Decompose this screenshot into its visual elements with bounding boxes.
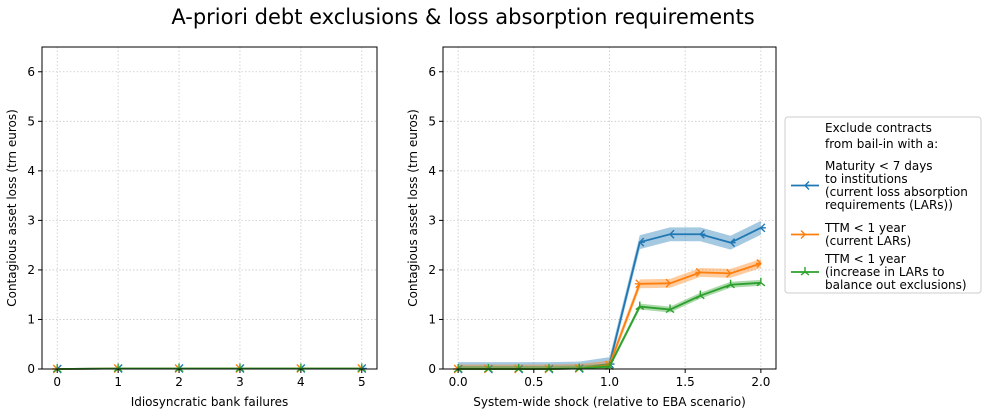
legend-label-1-line-0: TTM < 1 year: [824, 221, 906, 235]
y-tick-label: 4: [27, 164, 35, 178]
x-tick-label: 3: [236, 375, 244, 389]
legend-title-line-1: Exclude contracts: [825, 121, 932, 135]
y-tick-label: 3: [428, 213, 436, 227]
x-tick-label: 0: [53, 375, 61, 389]
x-tick-label: 2: [175, 375, 183, 389]
y-tick-label: 6: [27, 65, 35, 79]
y-tick-label: 3: [27, 213, 35, 227]
x-axis-label: System-wide shock (relative to EBA scena…: [473, 395, 746, 409]
y-tick-label: 2: [428, 263, 436, 277]
figure-title: A-priori debt exclusions & loss absorpti…: [171, 5, 754, 29]
y-tick-label: 5: [428, 114, 436, 128]
y-tick-label: 0: [428, 362, 436, 376]
y-tick-label: 6: [428, 65, 436, 79]
plot-frame: [42, 47, 377, 369]
legend-label-1-line-1: (current LARs): [825, 234, 911, 248]
legend-label-2-line-0: TTM < 1 year: [824, 252, 906, 266]
legend-label-0-line-2: (current loss absorption: [825, 185, 968, 199]
y-tick-label: 1: [27, 312, 35, 326]
legend-title-line-2: from bail-in with a:: [825, 137, 938, 151]
series-0-line: [458, 228, 761, 369]
panel-idiosyncratic: 0 1 2 3 4 5 0 1 2 3 4 5 6 Idiosyncratic bank failures…: [5, 47, 377, 409]
panel-system-wide: 0.0 0.5 1.0 1.5 2.0 0 1 2 3 4 5 6 System-wide shock …: [406, 47, 776, 409]
x-tick-label: 1.5: [676, 375, 695, 389]
y-tick-label: 1: [428, 312, 436, 326]
x-tick-label: 4: [297, 375, 305, 389]
y-tick-label: 4: [428, 164, 436, 178]
x-tick-label: 0.5: [524, 375, 543, 389]
legend-label-0-line-1: to institutions: [825, 172, 908, 186]
legend-label-0-line-0: Maturity < 7 days: [825, 159, 933, 173]
y-tick-label: 0: [27, 362, 35, 376]
y-tick-label: 5: [27, 114, 35, 128]
y-tick-label: 2: [27, 263, 35, 277]
x-axis-label: Idiosyncratic bank failures: [131, 395, 289, 409]
x-tick-label: 1: [114, 375, 122, 389]
legend-label-2-line-1: (increase in LARs to: [825, 265, 944, 279]
x-tick-label: 0.0: [449, 375, 468, 389]
series-0-point-10: [761, 224, 766, 232]
legend: Exclude contracts from bail-in with a: M…: [785, 117, 981, 293]
x-tick-label: 5: [358, 375, 366, 389]
x-tick-label: 2.0: [751, 375, 770, 389]
legend-label-0-line-3: requirements (LARs)): [825, 198, 953, 212]
y-axis-label: Contagious asset loss (trn euros): [406, 109, 420, 307]
x-tick-label: 1.0: [600, 375, 619, 389]
y-axis-label: Contagious asset loss (trn euros): [5, 109, 19, 307]
legend-label-2-line-2: balance out exclusions): [825, 278, 967, 292]
